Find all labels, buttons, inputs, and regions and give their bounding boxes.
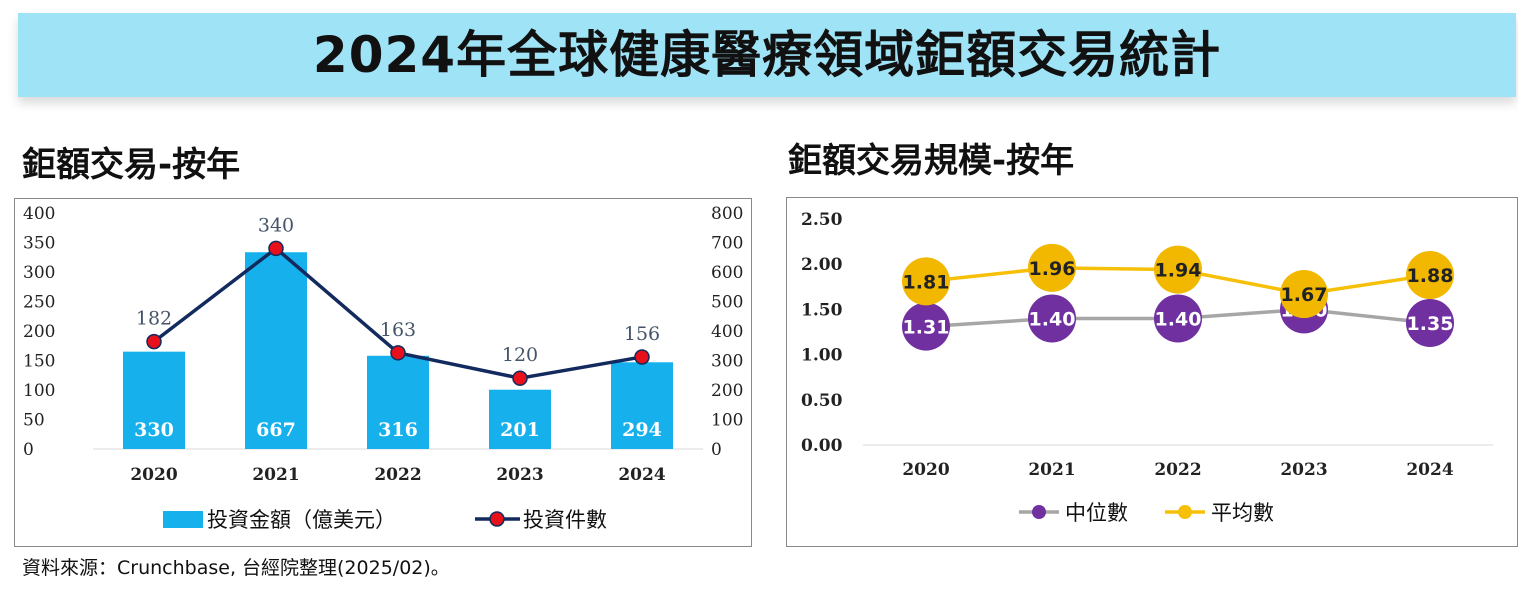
y-axis-tick-left: 200 bbox=[23, 322, 55, 342]
median-point bbox=[1028, 294, 1076, 343]
bar-value-label: 201 bbox=[500, 419, 540, 441]
y-axis-tick-right: 0 bbox=[711, 440, 722, 460]
y-axis-tick-left: 300 bbox=[23, 263, 55, 283]
y-axis-tick-left: 100 bbox=[23, 381, 55, 401]
line-value-label: 340 bbox=[258, 214, 294, 236]
bar-value-label: 294 bbox=[622, 419, 662, 441]
median-point bbox=[1154, 294, 1202, 343]
x-axis-tick: 2021 bbox=[1028, 460, 1075, 480]
x-axis-tick: 2022 bbox=[374, 465, 421, 485]
y-axis-tick-right: 200 bbox=[711, 381, 743, 401]
line-value-label: 182 bbox=[136, 308, 172, 330]
deal-size-svg: 0.000.501.001.502.002.501.311.401.401.50… bbox=[801, 210, 1493, 525]
legend-label-mean: 平均數 bbox=[1211, 501, 1274, 525]
left-chart-title: 鉅額交易-按年 bbox=[22, 145, 241, 185]
y-axis-tick-right: 300 bbox=[711, 352, 743, 372]
x-axis-tick: 2024 bbox=[618, 465, 665, 485]
y-axis-tick: 0.50 bbox=[801, 391, 843, 411]
source-note: 資料來源：Crunchbase, 台經院整理(2025/02)。 bbox=[22, 557, 450, 579]
mean-value-label: 1.88 bbox=[1407, 265, 1454, 287]
y-axis-tick: 1.50 bbox=[801, 300, 843, 320]
legend-marker-mean bbox=[1178, 505, 1192, 519]
y-axis-tick: 0.00 bbox=[801, 436, 843, 456]
x-axis-tick: 2020 bbox=[902, 460, 949, 480]
bar-value-label: 667 bbox=[256, 419, 296, 441]
title-banner: 2024年全球健康醫療領域鉅額交易統計 bbox=[18, 13, 1516, 97]
median-point bbox=[902, 302, 950, 351]
bar bbox=[123, 351, 185, 449]
mean-point bbox=[1280, 270, 1328, 319]
mean-point bbox=[1154, 245, 1202, 294]
y-axis-tick-left: 50 bbox=[23, 411, 45, 431]
mean-point bbox=[1406, 251, 1454, 300]
y-axis-tick-left: 150 bbox=[23, 352, 55, 372]
y-axis-tick-left: 400 bbox=[23, 204, 55, 224]
y-axis-tick-left: 250 bbox=[23, 293, 55, 313]
x-axis-tick: 2024 bbox=[1406, 460, 1453, 480]
legend-label-amount: 投資金額（億美元） bbox=[207, 508, 396, 532]
mean-value-label: 1.81 bbox=[903, 271, 950, 293]
x-axis-tick: 2021 bbox=[252, 465, 299, 485]
y-axis-tick-right: 100 bbox=[711, 411, 743, 431]
mean-value-label: 1.67 bbox=[1281, 284, 1328, 306]
line-value-label: 163 bbox=[380, 319, 416, 341]
deal-count-amount-svg: 0 50 100 150 200 250 300 350 400 0 100 200 300 400 500… bbox=[23, 204, 743, 532]
y-axis-tick: 1.00 bbox=[801, 346, 843, 366]
page-title: 2024年全球健康醫療領域鉅額交易統計 bbox=[312, 26, 1222, 84]
median-value-label: 1.40 bbox=[1155, 308, 1202, 330]
bar bbox=[367, 355, 429, 449]
line-point bbox=[634, 349, 650, 365]
legend-marker-median bbox=[1032, 505, 1046, 519]
line-point bbox=[512, 370, 528, 386]
x-axis-tick: 2023 bbox=[1280, 460, 1327, 480]
y-axis-tick-right: 800 bbox=[711, 204, 743, 224]
bar-value-label: 316 bbox=[378, 419, 418, 441]
y-axis-tick: 2.00 bbox=[801, 255, 843, 275]
line-point bbox=[146, 333, 162, 350]
median-value-label: 1.31 bbox=[903, 317, 950, 339]
legend-swatch-bar bbox=[163, 511, 203, 528]
mean-point bbox=[902, 257, 950, 306]
line-value-label: 120 bbox=[502, 344, 538, 366]
median-value-label: 1.35 bbox=[1407, 313, 1454, 335]
legend-marker bbox=[489, 511, 505, 527]
bar bbox=[245, 252, 307, 449]
line-value-label: 156 bbox=[624, 323, 660, 345]
legend-label-median: 中位數 bbox=[1065, 501, 1128, 525]
bar bbox=[489, 389, 551, 449]
bar bbox=[611, 362, 673, 449]
median-point bbox=[1406, 298, 1454, 347]
bar-value-label: 330 bbox=[134, 419, 174, 441]
right-chart-title: 鉅額交易規模-按年 bbox=[788, 141, 1075, 181]
deal-size-chart: 0.000.501.001.502.002.501.311.401.401.50… bbox=[786, 197, 1518, 547]
x-axis-tick: 2022 bbox=[1154, 460, 1201, 480]
y-axis-tick: 2.50 bbox=[801, 210, 843, 230]
mean-value-label: 1.94 bbox=[1155, 260, 1202, 282]
mean-value-label: 1.96 bbox=[1029, 258, 1076, 280]
y-axis-tick-right: 400 bbox=[711, 322, 743, 342]
line-point bbox=[390, 345, 406, 361]
legend-label-count: 投資件數 bbox=[523, 508, 607, 532]
line-point bbox=[268, 240, 284, 257]
y-axis-tick-right: 700 bbox=[711, 234, 743, 254]
y-axis-tick-right: 500 bbox=[711, 293, 743, 313]
mean-point bbox=[1028, 243, 1076, 292]
x-axis-tick: 2023 bbox=[496, 465, 543, 485]
deal-count-amount-chart: 0 50 100 150 200 250 300 350 400 0 100 200 300 400 500… bbox=[14, 198, 752, 547]
median-value-label: 1.40 bbox=[1029, 308, 1076, 330]
y-axis-tick-left: 350 bbox=[23, 234, 55, 254]
x-axis-tick: 2020 bbox=[130, 465, 177, 485]
y-axis-tick-right: 600 bbox=[711, 263, 743, 283]
y-axis-tick-left: 0 bbox=[23, 440, 34, 460]
